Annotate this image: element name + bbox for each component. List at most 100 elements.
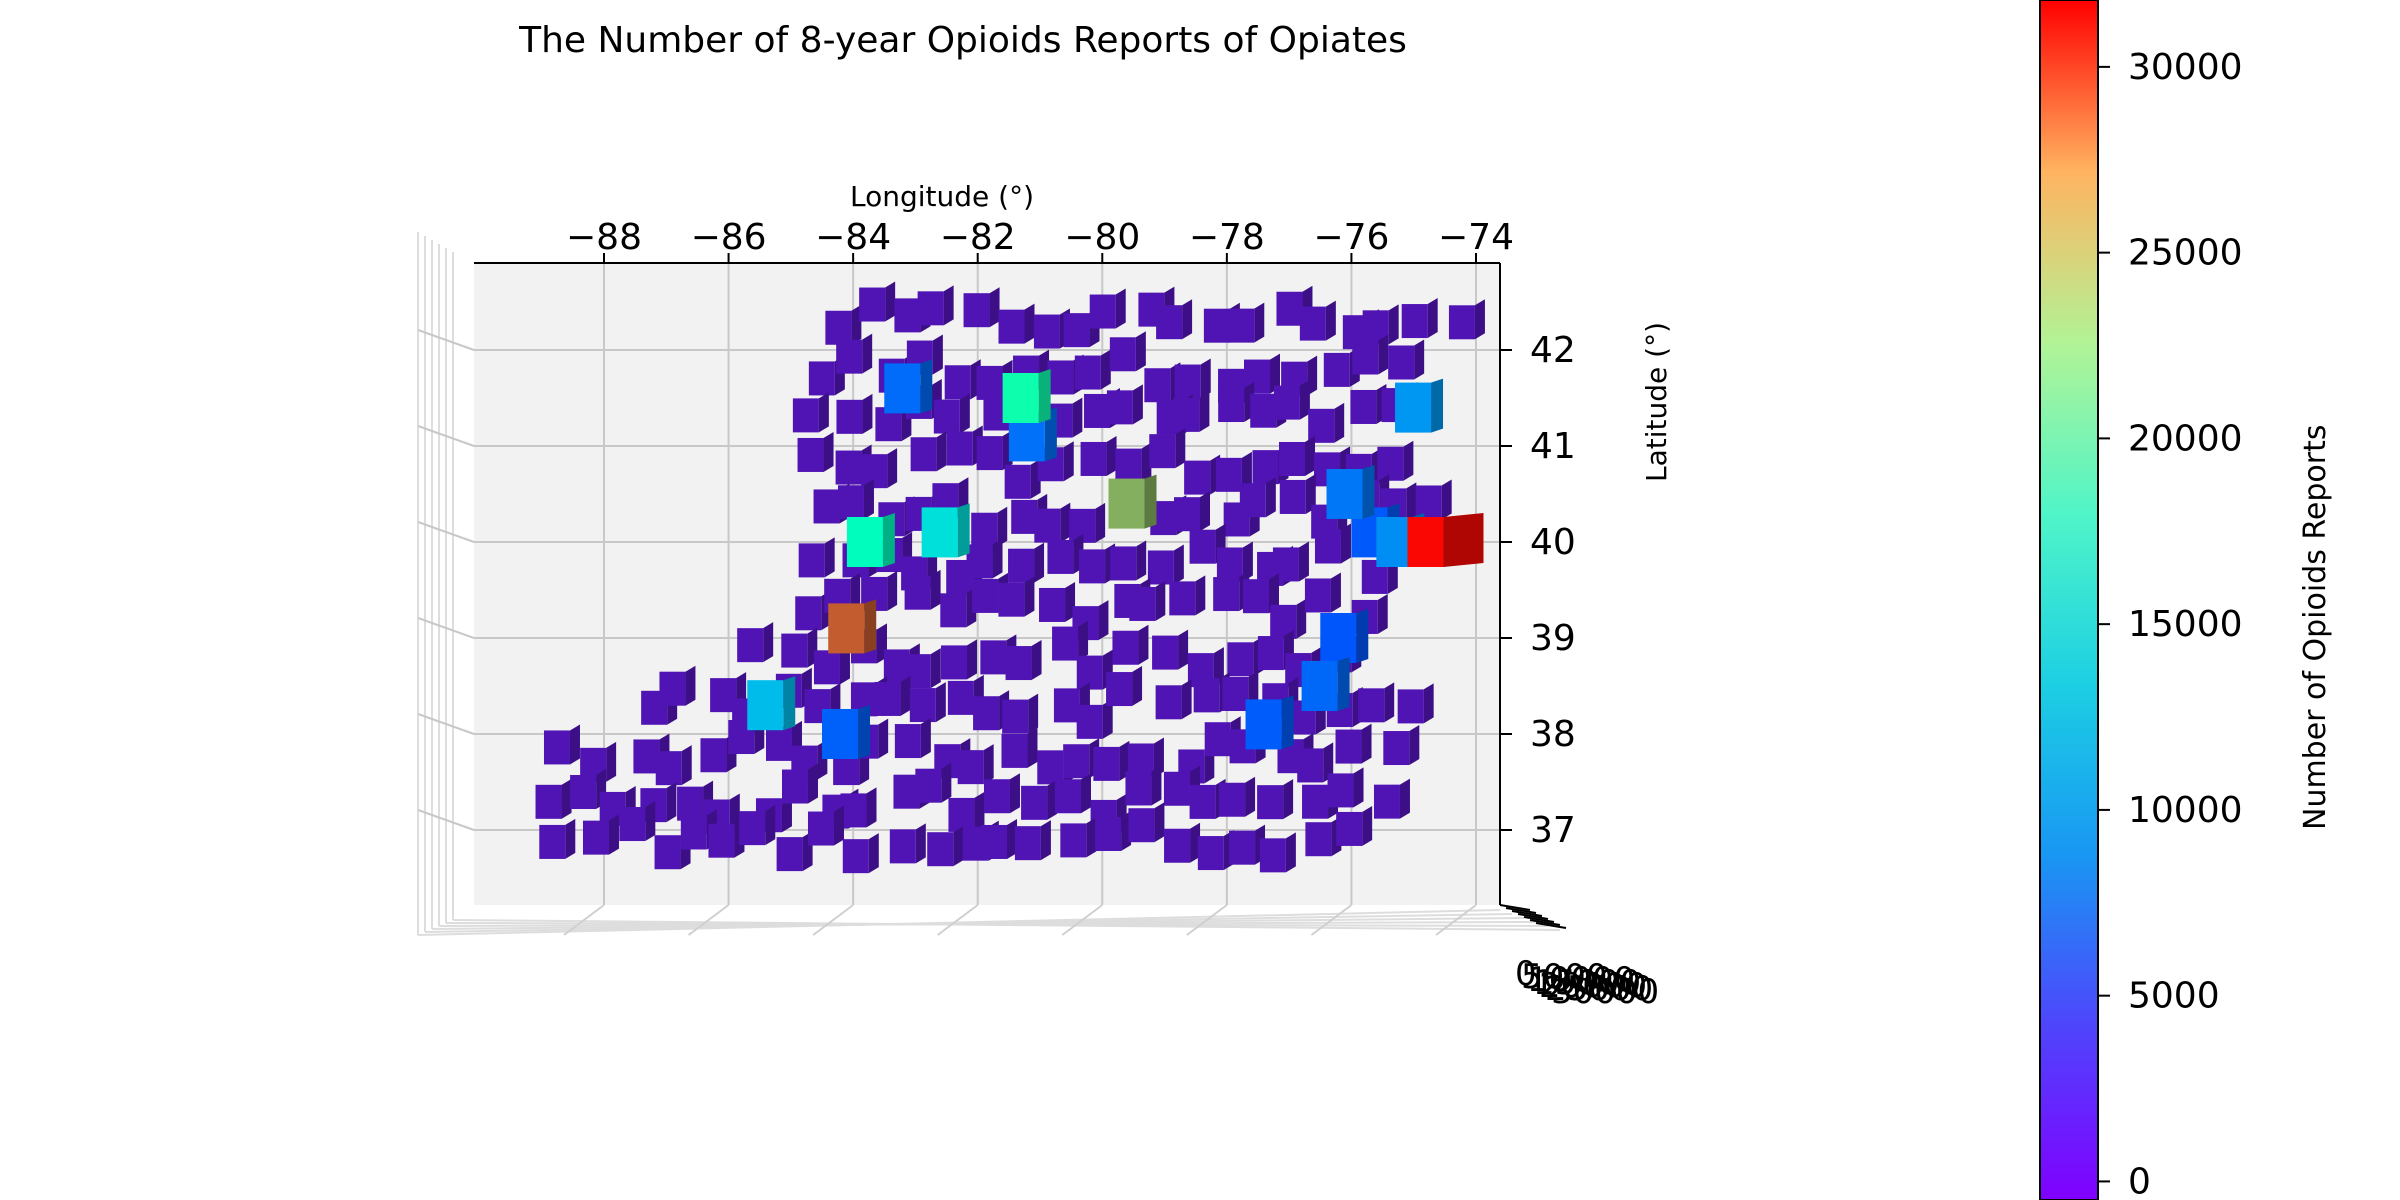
data-bar-side xyxy=(932,334,943,375)
data-bar-side xyxy=(1378,334,1389,375)
data-bar xyxy=(1323,346,1360,387)
data-bar-side xyxy=(1141,442,1152,483)
data-bar xyxy=(971,506,1008,547)
data-bar-highlight-front xyxy=(1108,478,1145,529)
data-bar-side xyxy=(685,665,696,706)
data-bar xyxy=(539,818,576,859)
data-bar-highlight xyxy=(1395,378,1444,433)
data-bar xyxy=(1273,379,1310,420)
data-bar-side xyxy=(1024,303,1035,344)
data-bar-highlight-side xyxy=(1362,465,1375,519)
data-bar xyxy=(1004,458,1041,499)
data-bar-front xyxy=(1060,823,1087,858)
data-bar-front xyxy=(570,774,597,809)
data-bar-side xyxy=(1173,544,1184,585)
data-bar-highlight-side xyxy=(1337,657,1350,711)
data-bar xyxy=(1021,779,1058,820)
data-bar xyxy=(1152,629,1189,670)
data-bar-front xyxy=(1203,308,1230,343)
data-bar xyxy=(1060,817,1097,858)
data-bar xyxy=(917,285,954,326)
data-bar-front xyxy=(1076,704,1103,739)
data-bar-front xyxy=(1004,464,1031,499)
data-bar-side xyxy=(1305,473,1316,514)
data-bar-front xyxy=(781,633,808,668)
data-bar xyxy=(981,818,1018,859)
data-bar-highlight xyxy=(1301,657,1350,711)
data-bar xyxy=(1156,299,1193,340)
data-bar-front xyxy=(1189,529,1216,564)
data-bar-side xyxy=(941,762,952,803)
data-bar-side xyxy=(936,431,947,472)
data-bar xyxy=(1089,288,1126,329)
data-bar xyxy=(1076,698,1113,739)
data-bar-front xyxy=(980,640,1007,675)
z-tick-label: 10000 xyxy=(1527,960,1635,1000)
data-bar xyxy=(1257,779,1294,820)
data-bar-side xyxy=(885,281,896,322)
data-bar-front xyxy=(957,750,984,785)
data-bar xyxy=(1001,727,1038,768)
data-bar-front xyxy=(894,724,921,759)
colorbar-tick-label: 30000 xyxy=(2128,47,2243,88)
data-bar-front xyxy=(837,485,864,520)
floor-gridline xyxy=(812,904,854,936)
data-bar-front xyxy=(1257,636,1284,671)
data-bar-side xyxy=(983,744,994,785)
data-bar-front xyxy=(1219,782,1246,817)
data-bar-highlight-front xyxy=(1320,613,1357,663)
data-bar-front xyxy=(1216,547,1243,582)
data-bar-front xyxy=(944,365,971,400)
data-bar-side xyxy=(974,791,985,832)
data-bar-front xyxy=(946,431,973,466)
data-bar-side xyxy=(1132,384,1143,425)
data-bar-front xyxy=(889,829,916,864)
data-bar-side xyxy=(1181,679,1192,720)
data-bar xyxy=(797,431,834,472)
data-bar-front xyxy=(1125,771,1152,806)
data-bar-front xyxy=(894,298,921,333)
data-bar-side xyxy=(1190,822,1201,863)
data-bar xyxy=(1069,502,1106,543)
data-bar xyxy=(874,675,911,716)
data-bar-front xyxy=(1106,390,1133,425)
y-gridline-side xyxy=(417,809,475,831)
y-gridline-side xyxy=(417,617,475,639)
data-bar-side xyxy=(1151,765,1162,806)
data-bar xyxy=(889,823,926,864)
y-gridline-side xyxy=(417,329,475,351)
data-bar-front xyxy=(835,450,862,485)
data-bar-side xyxy=(878,718,889,759)
data-bar-side xyxy=(807,763,818,804)
data-bar xyxy=(1327,767,1364,808)
data-bar-front xyxy=(1147,550,1174,585)
data-bar-highlight-front xyxy=(828,603,865,654)
z-tick xyxy=(1523,916,1555,923)
data-bar-side xyxy=(1283,779,1294,820)
data-bar xyxy=(1397,683,1434,724)
data-bar xyxy=(946,425,983,466)
data-bar-highlight-front xyxy=(846,517,883,567)
data-bar-side xyxy=(1298,541,1309,582)
data-bar-side xyxy=(1441,479,1452,520)
data-bar-side xyxy=(1199,391,1210,432)
data-bar-front xyxy=(813,489,840,524)
data-bar-front xyxy=(807,811,834,846)
data-bar-side xyxy=(1047,779,1058,820)
data-bar-side xyxy=(866,787,877,828)
data-bar xyxy=(1173,391,1210,432)
data-bar-front xyxy=(842,839,869,874)
data-bar-front xyxy=(1054,779,1081,814)
data-bar xyxy=(1002,693,1039,734)
data-bar-front xyxy=(1053,688,1080,723)
data-bar xyxy=(983,773,1020,814)
data-bar-side xyxy=(1399,778,1410,819)
z-tick-label: 15000 xyxy=(1533,963,1641,1003)
y-tick-label: 39 xyxy=(1530,618,1576,659)
data-bar xyxy=(1383,725,1420,766)
y-gridline-side xyxy=(417,713,475,735)
data-bar xyxy=(1362,304,1399,345)
data-bar-side xyxy=(824,537,835,578)
data-bar-front xyxy=(976,365,1003,400)
